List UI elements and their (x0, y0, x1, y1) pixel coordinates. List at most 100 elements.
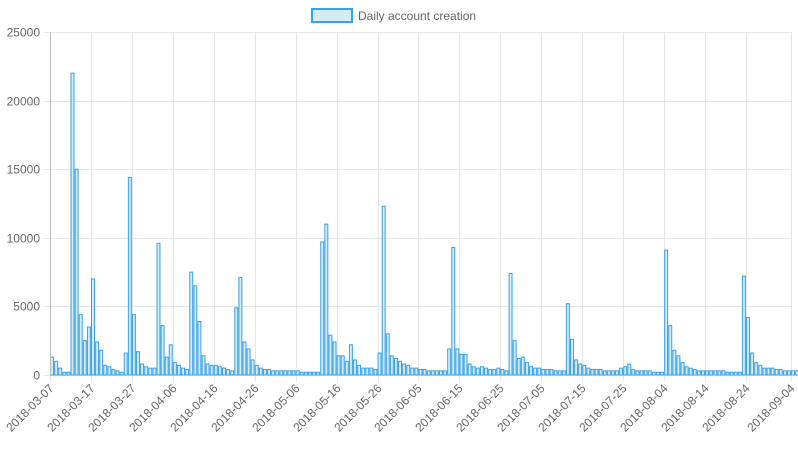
bar[interactable] (598, 369, 603, 376)
bar[interactable] (70, 72, 75, 376)
bar[interactable] (226, 369, 231, 376)
bar[interactable] (750, 352, 755, 376)
bar[interactable] (127, 176, 132, 376)
bar[interactable] (320, 241, 325, 376)
bar[interactable] (492, 369, 497, 376)
bar[interactable] (676, 355, 681, 376)
bar[interactable] (62, 371, 67, 376)
bar[interactable] (791, 370, 796, 376)
bar[interactable] (610, 370, 615, 376)
bar[interactable] (786, 370, 791, 376)
bar[interactable] (95, 341, 100, 376)
bar[interactable] (340, 355, 345, 376)
bar[interactable] (168, 344, 173, 376)
bar[interactable] (737, 371, 742, 376)
bar[interactable] (50, 356, 55, 376)
bar[interactable] (91, 278, 95, 376)
bar[interactable] (586, 367, 591, 376)
bar[interactable] (144, 366, 149, 376)
bar[interactable] (455, 348, 460, 376)
bar[interactable] (148, 367, 153, 376)
bar[interactable] (467, 363, 472, 376)
bar[interactable] (692, 369, 697, 376)
bar[interactable] (729, 371, 734, 376)
bar[interactable] (479, 366, 484, 376)
bar[interactable] (627, 363, 632, 376)
bar[interactable] (516, 358, 521, 376)
bar[interactable] (594, 369, 599, 376)
bar[interactable] (357, 364, 362, 376)
bar[interactable] (418, 369, 423, 376)
bar[interactable] (250, 359, 255, 376)
bar[interactable] (439, 370, 443, 376)
bar[interactable] (774, 369, 779, 376)
bar[interactable] (111, 369, 116, 376)
bar[interactable] (242, 341, 247, 376)
bar[interactable] (291, 370, 296, 376)
bar[interactable] (389, 355, 394, 376)
bar[interactable] (524, 362, 529, 376)
bar[interactable] (459, 353, 464, 376)
bar[interactable] (701, 370, 705, 376)
bar[interactable] (680, 362, 685, 376)
bar[interactable] (303, 371, 308, 376)
bar[interactable] (746, 316, 750, 376)
bar[interactable] (58, 367, 63, 376)
bar[interactable] (430, 370, 435, 376)
bar[interactable] (443, 370, 448, 376)
bar[interactable] (365, 367, 370, 376)
bar[interactable] (66, 371, 71, 376)
bar[interactable] (201, 355, 206, 376)
bar[interactable] (246, 348, 251, 376)
bar[interactable] (152, 367, 157, 376)
bar[interactable] (307, 371, 312, 376)
bar[interactable] (471, 366, 476, 376)
bar[interactable] (271, 370, 276, 376)
bar[interactable] (74, 168, 79, 376)
bar[interactable] (369, 367, 374, 376)
bar[interactable] (545, 369, 550, 376)
bar[interactable] (295, 370, 300, 376)
bar[interactable] (733, 371, 738, 376)
bar[interactable] (754, 362, 759, 376)
bar[interactable] (631, 369, 636, 376)
bar[interactable] (565, 303, 570, 376)
bar[interactable] (537, 367, 542, 376)
bar[interactable] (684, 366, 689, 376)
bar[interactable] (205, 363, 210, 376)
bar[interactable] (623, 366, 628, 376)
bar[interactable] (353, 359, 357, 376)
bar[interactable] (758, 364, 763, 376)
bar[interactable] (328, 334, 333, 376)
bar[interactable] (398, 360, 403, 376)
bar[interactable] (660, 371, 665, 376)
bar[interactable] (181, 367, 186, 376)
bar[interactable] (258, 367, 263, 376)
bar[interactable] (213, 364, 218, 376)
bar[interactable] (553, 370, 558, 376)
bar[interactable] (533, 367, 538, 376)
bar[interactable] (717, 370, 722, 376)
bar[interactable] (549, 369, 554, 376)
bar[interactable] (696, 370, 701, 376)
bar[interactable] (172, 362, 177, 376)
bar[interactable] (107, 366, 112, 376)
bar[interactable] (254, 364, 259, 376)
bar[interactable] (78, 314, 83, 376)
bar[interactable] (123, 352, 128, 376)
bar[interactable] (668, 325, 673, 376)
bar[interactable] (193, 285, 198, 376)
bar[interactable] (283, 370, 288, 376)
bar[interactable] (762, 367, 767, 376)
bar[interactable] (582, 364, 587, 376)
bar[interactable] (410, 367, 415, 376)
bar[interactable] (782, 370, 787, 376)
bar[interactable] (496, 367, 501, 376)
bar[interactable] (602, 370, 607, 376)
bar[interactable] (615, 370, 619, 376)
bar[interactable] (385, 333, 390, 376)
bar[interactable] (578, 363, 583, 376)
bar[interactable] (332, 341, 337, 376)
bar[interactable] (561, 370, 566, 376)
bar[interactable] (504, 370, 509, 376)
